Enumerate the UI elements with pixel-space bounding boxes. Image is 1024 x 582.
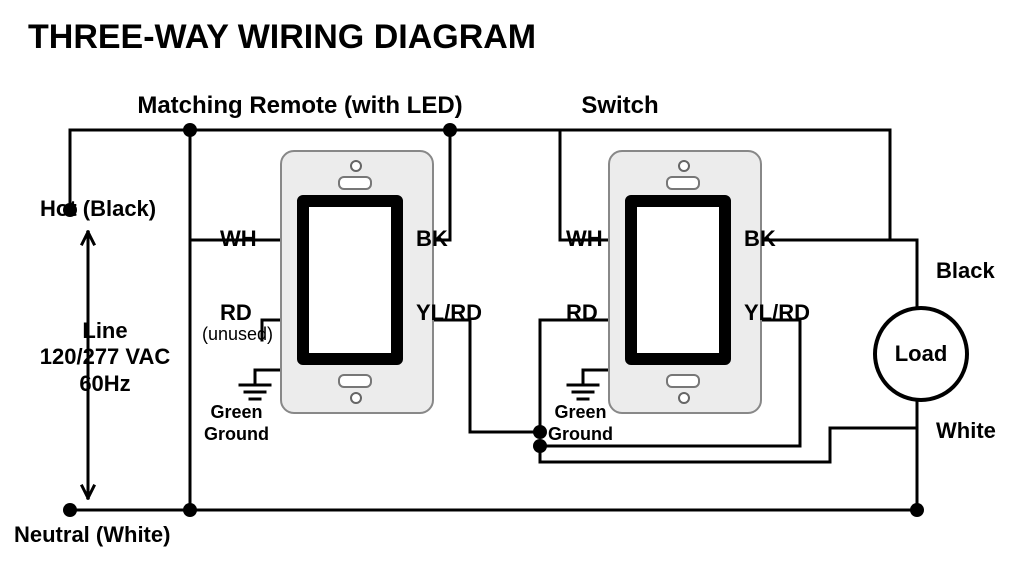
load-black-label: Black <box>936 258 995 284</box>
s2-ground: Green Ground <box>548 402 613 445</box>
s2-wh: WH <box>566 226 603 252</box>
s2-bk: BK <box>744 226 776 252</box>
hot-label: Hot (Black) <box>40 196 156 222</box>
s1-ground: Green Ground <box>204 402 269 445</box>
switch-led-bottom <box>678 392 690 404</box>
s1-rd-unused: (unused) <box>202 324 273 346</box>
switch-pill-bottom <box>666 374 700 388</box>
remote-title-label: Matching Remote (with LED) <box>120 92 480 121</box>
node-vert-bottom <box>183 503 197 517</box>
node-ylrd-join2 <box>533 425 547 439</box>
node-neutral-right <box>910 503 924 517</box>
s1-bk: BK <box>416 226 448 252</box>
load-white-label: White <box>936 418 996 444</box>
node-vert-top <box>183 123 197 137</box>
s2-ylrd: YL/RD <box>744 300 810 326</box>
load-symbol: Load <box>873 306 969 402</box>
node-ylrd-join1 <box>533 439 547 453</box>
remote-pill-bottom <box>338 374 372 388</box>
switch-led-top <box>678 160 690 172</box>
load-label: Load <box>895 341 948 367</box>
remote-led-top <box>350 160 362 172</box>
remote-led-bottom <box>350 392 362 404</box>
switch-title-label: Switch <box>540 92 700 121</box>
s1-rd: RD <box>220 300 252 326</box>
main-switch-paddle <box>625 195 731 365</box>
neutral-label: Neutral (White) <box>14 522 170 548</box>
node-neutral <box>63 503 77 517</box>
line-label: Line 120/277 VAC 60Hz <box>30 318 180 397</box>
s1-wh: WH <box>220 226 257 252</box>
node-bk1-top <box>443 123 457 137</box>
switch-pill-top <box>666 176 700 190</box>
diagram-canvas: THREE-WAY WIRING DIAGRAM <box>0 0 1024 582</box>
wiring-svg <box>0 0 1024 582</box>
s2-rd: RD <box>566 300 598 326</box>
s1-ylrd: YL/RD <box>416 300 482 326</box>
remote-switch-paddle <box>297 195 403 365</box>
remote-pill-top <box>338 176 372 190</box>
